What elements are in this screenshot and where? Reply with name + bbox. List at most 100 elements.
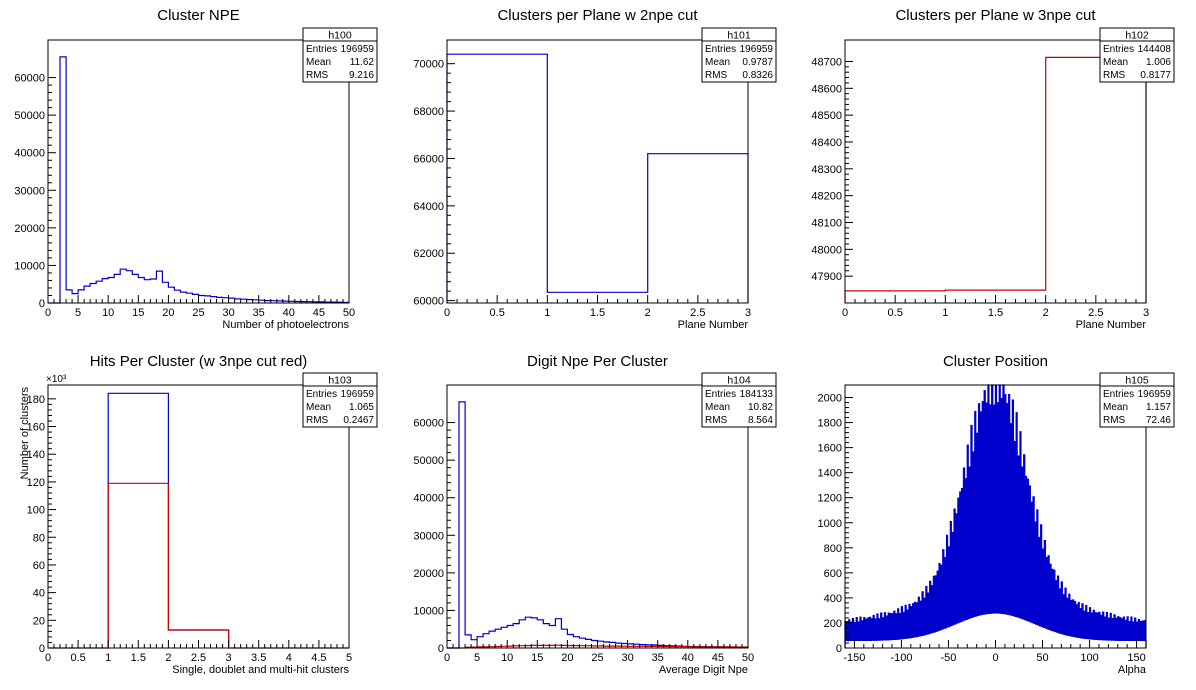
y-tick-label: 20 (33, 615, 45, 627)
pad-h104: Digit Npe Per Cluster 0 5 10 15 20 25 30 35 40 45 5… (413, 353, 777, 676)
histogram-series-blue (844, 384, 1147, 648)
stats-label: Mean (306, 402, 331, 413)
x-tick-label: 0 (444, 652, 450, 664)
x-tick-label: 150 (1127, 652, 1145, 664)
x-tick-label: -150 (843, 652, 865, 664)
y-tick-label: 60 (33, 560, 45, 572)
y-tick-label: 62000 (413, 248, 444, 260)
x-tick-label: 10 (102, 307, 114, 319)
y-tick-label: 40000 (413, 493, 444, 505)
stats-box: h105 Entries 196959 Mean 1.157 RMS 72.46 (1099, 372, 1175, 428)
y-tick-label: 180 (27, 394, 45, 406)
y-tick-label: 30000 (413, 530, 444, 542)
x-tick-label: 2.5 (1088, 307, 1103, 319)
x-tick-label: 2 (165, 652, 171, 664)
y-tick-label: 100 (27, 505, 45, 517)
stats-label: RMS (306, 415, 329, 426)
stats-label: Mean (306, 57, 331, 68)
y-tick-label: 1400 (818, 468, 842, 480)
stats-value: 10.82 (748, 402, 773, 413)
y-tick-label: 64000 (413, 201, 444, 213)
stats-box: h100 Entries 196959 Mean 11.62 RMS 9.216 (302, 27, 378, 83)
stats-box: h103 Entries 196959 Mean 1.065 RMS 0.2467 (302, 372, 378, 428)
histogram-series-red (844, 56, 1147, 303)
x-tick-label: 15 (531, 652, 543, 664)
x-tick-label: 30 (222, 307, 234, 319)
y-tick-label: 0 (438, 643, 444, 655)
stats-label: Mean (1103, 57, 1128, 68)
x-tick-label: 50 (343, 307, 355, 319)
stats-label: RMS (306, 70, 329, 81)
x-tick-label: 45 (712, 652, 724, 664)
stats-value: 9.216 (349, 70, 374, 81)
y-tick-label: 1600 (818, 443, 842, 455)
stats-box-name: h103 (328, 375, 352, 387)
histogram-series-red (48, 482, 349, 649)
stats-label: Entries (1103, 44, 1134, 55)
y-tick-label: 47900 (811, 271, 842, 283)
stats-value: 0.2467 (343, 415, 374, 426)
stats-box-frame (302, 27, 378, 83)
x-axis-label: Alpha (1118, 664, 1147, 676)
x-axis-label: Number of photoelectrons (222, 319, 349, 331)
x-tick-label: 1.5 (988, 307, 1003, 319)
stats-label: Mean (705, 57, 730, 68)
pad-h102: Clusters per Plane w 3npe cut 0 0.5 1 1.5 2 2.… (811, 7, 1175, 331)
x-tick-label: -50 (941, 652, 957, 664)
stats-box-name: h101 (727, 30, 751, 42)
x-tick-label: 1.5 (590, 307, 605, 319)
stats-label: RMS (1103, 70, 1126, 81)
x-tick-label: 5 (474, 652, 480, 664)
y-tick-label: 48100 (811, 217, 842, 229)
x-tick-label: 3.5 (251, 652, 266, 664)
y-tick-label: 10000 (413, 605, 444, 617)
x-tick-label: 1.5 (131, 652, 146, 664)
stats-value: 1.065 (349, 402, 374, 413)
stats-value: 72.46 (1146, 415, 1171, 426)
y-tick-label: 20000 (14, 223, 45, 235)
stats-box-frame (701, 372, 777, 428)
y-tick-label: 400 (824, 593, 842, 605)
x-tick-label: 3 (745, 307, 751, 319)
chart-title: Cluster NPE (157, 7, 240, 24)
stats-box-name: h102 (1125, 30, 1149, 42)
x-tick-label: 45 (313, 307, 325, 319)
y-tick-label: 60000 (413, 418, 444, 430)
y-tick-label: 2000 (818, 393, 842, 405)
x-tick-label: 10 (501, 652, 513, 664)
x-tick-label: 20 (162, 307, 174, 319)
stats-value: 0.8177 (1140, 70, 1171, 81)
stats-label: Entries (306, 44, 337, 55)
x-tick-label: 2.5 (690, 307, 705, 319)
x-tick-label: 2.5 (191, 652, 206, 664)
x-tick-label: 0 (992, 652, 998, 664)
x-tick-label: -100 (890, 652, 912, 664)
pad-h103: Hits Per Cluster (w 3npe cut red) 0 0.5 1 1.… (19, 353, 378, 676)
x-tick-label: 3 (1143, 307, 1149, 319)
x-tick-label: 5 (75, 307, 81, 319)
x-tick-label: 0 (45, 307, 51, 319)
stats-label: Entries (1103, 389, 1134, 400)
y-tick-label: 0 (39, 298, 45, 310)
y-tick-label: 140 (27, 449, 45, 461)
x-tick-label: 15 (132, 307, 144, 319)
pad-h101: Clusters per Plane w 2npe cut 0 0.5 1 1.5 2 2.… (413, 7, 777, 331)
y-tick-label: 1200 (818, 493, 842, 505)
y-tick-label: 48000 (811, 244, 842, 256)
x-tick-label: 50 (1036, 652, 1048, 664)
y-tick-label: 20000 (413, 568, 444, 580)
stats-label: Entries (705, 389, 736, 400)
stats-box: h101 Entries 196959 Mean 0.9787 RMS 0.8326 (701, 27, 777, 83)
stats-value: 184133 (740, 389, 774, 400)
y-tick-label: 48600 (811, 83, 842, 95)
y-axis-multiplier: ×10³ (46, 374, 67, 385)
y-tick-label: 48700 (811, 56, 842, 68)
chart-title: Cluster Position (943, 353, 1048, 370)
x-tick-label: 0 (444, 307, 450, 319)
y-tick-label: 30000 (14, 185, 45, 197)
x-tick-label: 0.5 (888, 307, 903, 319)
x-tick-label: 1 (942, 307, 948, 319)
x-tick-label: 4.5 (311, 652, 326, 664)
histogram-series-blue (48, 56, 350, 304)
